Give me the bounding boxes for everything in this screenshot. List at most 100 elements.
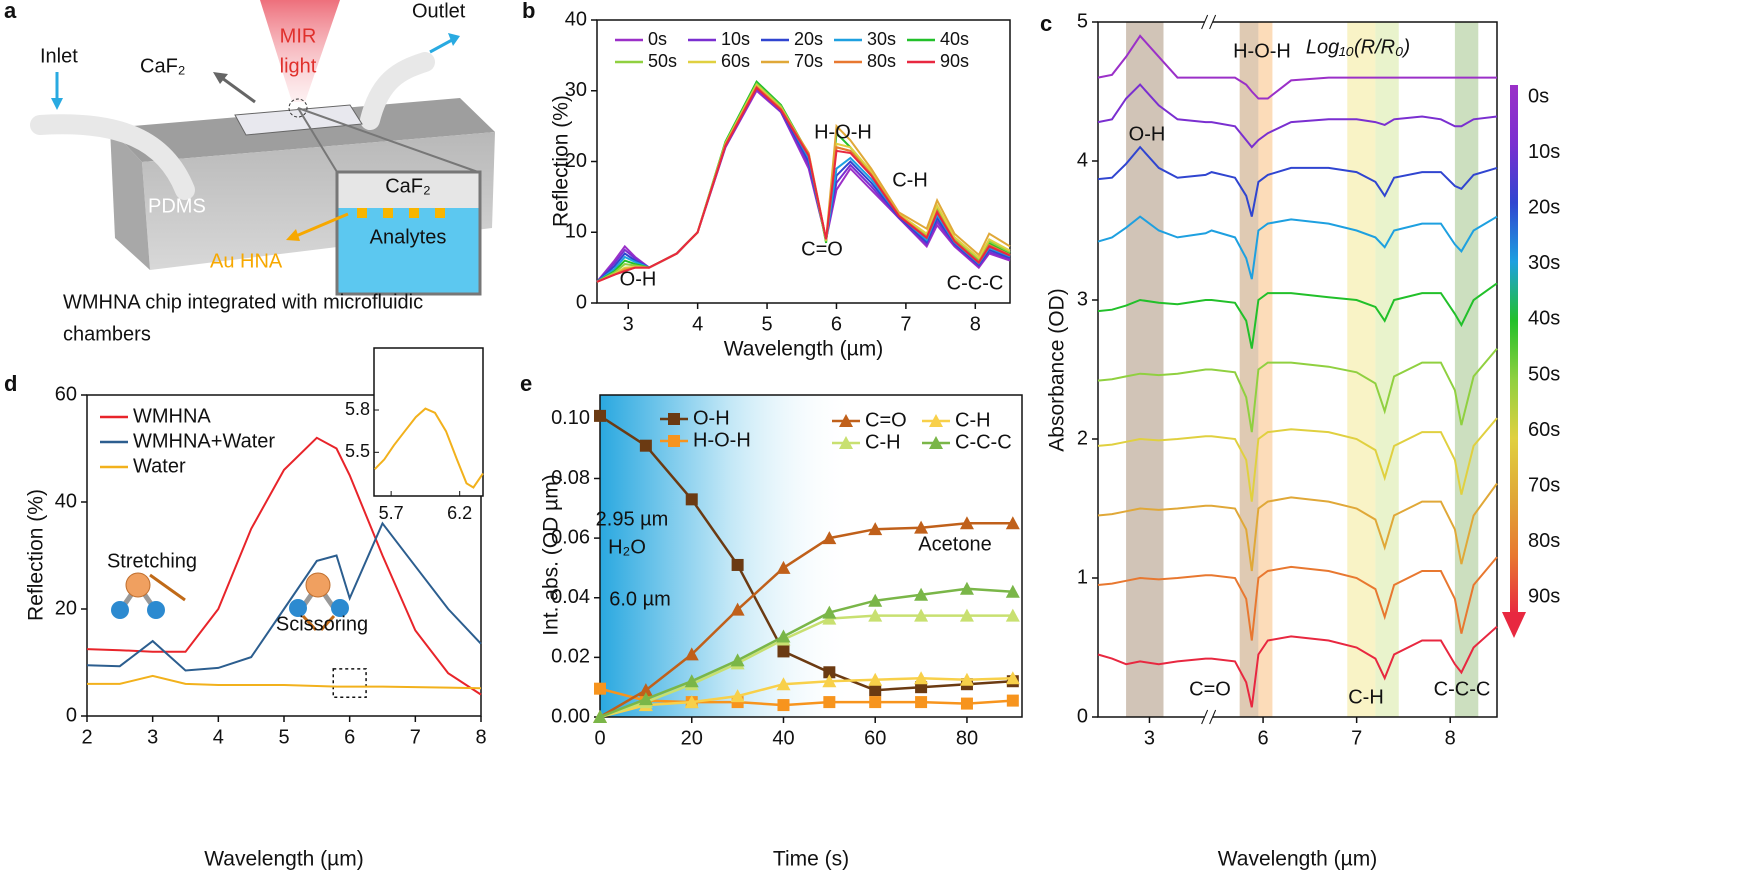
data-point xyxy=(868,522,883,536)
caf2-arrow xyxy=(221,76,256,104)
series-line xyxy=(599,414,1013,692)
data-point xyxy=(730,602,745,616)
pdms-label: PDMS xyxy=(148,195,206,217)
caf2-inset-label: CaF₂ xyxy=(385,175,431,197)
legend-label: 40s xyxy=(940,29,969,49)
x-tick-label: 8 xyxy=(1445,727,1456,749)
annotation: Log₁₀(R/R₀) xyxy=(1306,36,1410,58)
x-axis-label: Wavelength (µm) xyxy=(1218,848,1378,871)
panel-letter: d xyxy=(4,371,17,396)
plot-frame xyxy=(599,394,1023,718)
data-point xyxy=(1005,516,1020,530)
chip-side xyxy=(110,128,150,270)
data-point xyxy=(730,689,745,703)
y-axis-label: Reflection (%) xyxy=(550,95,573,227)
legend-label: 20s xyxy=(794,29,823,49)
y-tick-label: 5 xyxy=(1077,10,1088,32)
legend-label: 60s xyxy=(1528,419,1560,441)
y-tick-label: 1 xyxy=(1077,566,1088,588)
data-point xyxy=(914,520,929,534)
x-tick-label: 4 xyxy=(692,313,703,335)
series-line xyxy=(1097,482,1498,572)
au-antenna xyxy=(435,208,445,218)
zoom-circle xyxy=(288,98,308,118)
legend-label: H-O-H xyxy=(693,429,751,451)
data-point xyxy=(593,710,607,723)
series-line xyxy=(599,676,1013,719)
y-tick-label: 0 xyxy=(1077,705,1088,727)
x-tick-label: 5 xyxy=(278,726,289,748)
data-point xyxy=(731,558,744,571)
x-tick-label: 6 xyxy=(831,313,842,335)
zoom-line xyxy=(297,107,338,173)
axis-break-gap xyxy=(1204,711,1213,723)
series-line xyxy=(1097,83,1498,149)
legend-marker xyxy=(668,413,680,425)
x-tick-label: 3 xyxy=(1144,727,1155,749)
data-point xyxy=(914,608,929,622)
data-point xyxy=(868,672,883,686)
au-antenna xyxy=(383,208,393,218)
panel-letter: a xyxy=(4,0,17,23)
series-line xyxy=(1097,145,1498,217)
legend-label: 10s xyxy=(721,29,750,49)
panel-letter: e xyxy=(520,371,532,396)
legend-label: 10s xyxy=(1528,141,1560,163)
y-tick-label: 0.04 xyxy=(551,586,590,608)
caf2-label: CaF₂ xyxy=(140,55,186,77)
y-tick-label: 20 xyxy=(55,597,77,619)
y-tick-label: 0.10 xyxy=(551,407,590,429)
legend-label: WMHNA xyxy=(133,405,211,427)
legend-marker xyxy=(668,435,680,447)
axis-break xyxy=(1201,709,1209,725)
arrow-head xyxy=(51,98,63,110)
y-tick-label: 0 xyxy=(66,704,77,726)
annotation: H₂O xyxy=(608,536,646,558)
data-point xyxy=(1005,671,1020,685)
annotation: 2.95 µm xyxy=(596,508,669,530)
mir-label: MIR xyxy=(280,25,317,47)
y-tick-label: 0.00 xyxy=(551,705,590,727)
x-tick-label: 6 xyxy=(344,726,355,748)
data-point xyxy=(638,692,653,706)
au-antenna xyxy=(357,208,367,218)
data-point xyxy=(594,682,606,695)
data-point xyxy=(777,699,790,712)
outlet-label: Outlet xyxy=(412,0,466,22)
data-point xyxy=(914,671,929,685)
legend-label: 20s xyxy=(1528,196,1560,218)
inset-frame xyxy=(373,347,484,497)
legend-label: 0s xyxy=(648,29,667,49)
x-tick-label: 4 xyxy=(213,726,224,748)
y-axis-label: Reflection (%) xyxy=(25,489,48,621)
y-axis-label: Absorbance (OD) xyxy=(1046,288,1069,451)
legend-marker xyxy=(839,414,853,427)
annotation: 6.0 µm xyxy=(609,588,671,610)
outlet-tube xyxy=(360,52,435,130)
legend-marker xyxy=(839,436,853,449)
axis-break xyxy=(1201,14,1209,30)
y-tick-label: 10 xyxy=(565,221,587,243)
x-tick-label: 7 xyxy=(1351,727,1362,749)
data-point xyxy=(959,672,974,686)
data-point xyxy=(730,653,745,667)
data-point xyxy=(822,605,837,619)
data-point xyxy=(914,587,929,601)
data-point xyxy=(776,560,791,574)
legend-marker xyxy=(929,436,943,449)
annotation: C-C-C xyxy=(1434,678,1491,700)
annotation: C-H xyxy=(892,169,928,191)
inset-x-tick-label: 6.2 xyxy=(447,503,472,523)
x-tick-label: 2 xyxy=(81,726,92,748)
x-tick-label: 8 xyxy=(970,313,981,335)
x-axis-label: Time (s) xyxy=(773,848,849,871)
inset-frame xyxy=(335,170,482,296)
series-line xyxy=(596,86,1011,283)
au-arrow xyxy=(295,212,349,238)
x-tick-label: 0 xyxy=(594,727,605,749)
inset-line xyxy=(373,407,484,489)
data-point xyxy=(869,684,882,697)
legend-label: 0s xyxy=(1528,85,1549,107)
band xyxy=(1347,22,1376,717)
band xyxy=(1454,22,1479,717)
